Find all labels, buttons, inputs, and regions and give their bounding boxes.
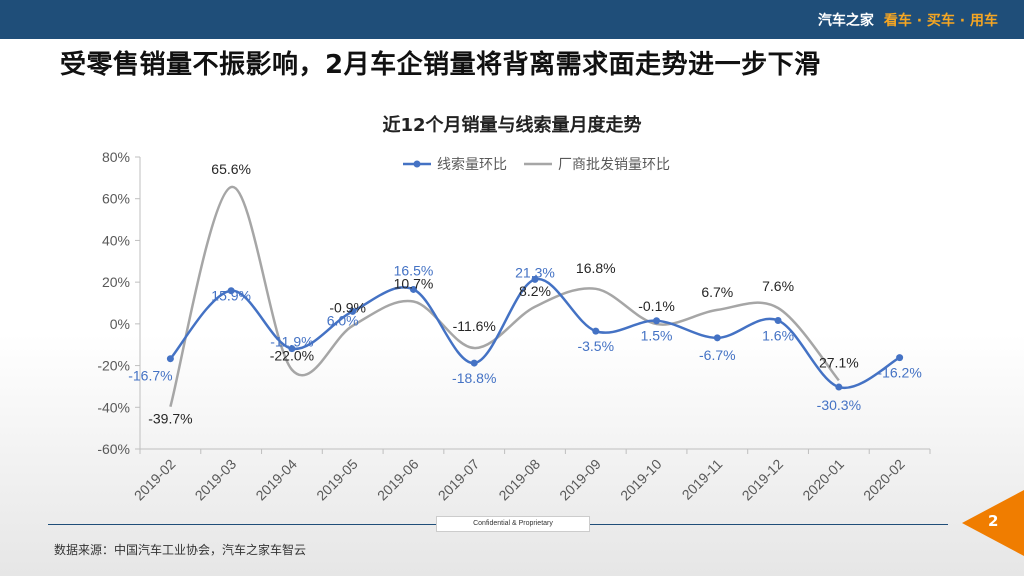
page-number: 2 [988,512,999,530]
y-tick-label: -20% [97,358,130,374]
data-label-leads: 21.3% [515,264,555,280]
data-point-marker [713,334,721,342]
data-source-note: 数据来源：中国汽车工业协会，汽车之家车智云 [54,543,307,557]
data-label-leads: -6.7% [699,347,736,363]
y-tick-label: 60% [102,191,130,207]
x-tick-label: 2019-11 [679,456,726,503]
data-label-wholesale: 6.7% [701,284,733,300]
data-point-marker [288,345,296,353]
brand-slogan: 看车 · 买车 · 用车 [883,13,998,29]
data-label-leads: -11.9% [270,334,313,350]
x-tick-label: 2019-03 [192,456,240,504]
data-label-leads: 6.0% [327,312,359,328]
data-label-wholesale: -0.9% [329,300,366,316]
data-label-leads: -18.8% [452,370,496,386]
line-chart: 80% 60% 40% 20% 0% -20% -40% -60%2019-02 2019-03… [97,149,931,504]
data-point-marker [470,359,478,367]
data-label-wholesale: 27.1% [819,354,859,370]
brand-logo-text: 汽车之家 [817,13,874,29]
data-label-leads: -16.7% [128,368,172,384]
data-label-wholesale: -0.1% [638,298,675,314]
data-label-wholesale: 65.6% [211,161,251,177]
data-point-marker [896,354,904,362]
data-point-marker [774,317,782,325]
data-point-marker [531,275,539,283]
x-tick-label: 2019-05 [313,456,361,504]
x-tick-label: 2019-10 [617,456,665,504]
x-tick-label: 2019-09 [556,456,604,504]
data-label-leads: 16.5% [394,262,434,278]
data-label-wholesale: -22.0% [270,348,314,364]
legend-marker-leads [413,160,421,168]
series-line-wholesale [169,185,840,407]
legend-label-leads: 线索量环比 [437,156,507,172]
data-label-leads: 1.6% [762,328,794,344]
confidential-label: Confidential & Proprietary [436,516,590,532]
header-bar: 汽车之家 看车 · 买车 · 用车 [0,0,1024,39]
data-label-wholesale: 16.8% [576,260,616,276]
x-tick-label: 2019-04 [252,456,300,504]
y-tick-label: 40% [102,232,130,248]
x-tick-label: 2020-02 [860,456,908,504]
data-label-wholesale: -39.7% [148,411,192,427]
x-tick-label: 2020-01 [799,456,847,504]
x-tick-label: 2019-06 [374,456,422,504]
x-tick-label: 2019-08 [495,456,543,504]
data-label-leads: 1.5% [641,328,673,344]
legend-label-wholesale: 厂商批发销量环比 [558,156,670,172]
data-point-marker [409,285,417,293]
brand[interactable]: 汽车之家 看车 · 买车 · 用车 [818,9,998,31]
data-point-marker [653,317,661,325]
x-tick-label: 2019-07 [435,456,483,504]
data-point-marker [166,355,174,363]
data-label-leads: 15.9% [211,288,251,304]
data-point-marker [349,307,357,315]
data-label-leads: -16.2% [877,365,921,381]
data-label-wholesale: 10.7% [394,276,434,292]
slide-headline: 受零售销量不振影响，2月车企销量将背离需求面走势进一步下滑 [60,50,821,80]
y-tick-label: 80% [102,149,130,165]
x-tick-label: 2019-12 [739,456,787,504]
chart-title: 近12个月销量与线索量月度走势 [382,115,642,136]
y-tick-label: -40% [97,399,130,415]
data-label-wholesale: 7.6% [762,278,794,294]
y-tick-label: 0% [110,316,130,332]
y-tick-label: -60% [97,441,130,457]
data-label-leads: -3.5% [577,338,614,354]
data-point-marker [227,287,235,295]
data-label-wholesale: -11.6% [453,318,496,334]
page-corner-triangle [962,490,1024,556]
data-label-leads: -30.3% [817,397,861,413]
x-tick-label: 2019-02 [131,456,179,504]
data-label-wholesale: 8.2% [519,283,551,299]
data-point-marker [835,383,843,391]
y-tick-label: 20% [102,274,130,290]
data-point-marker [592,327,600,335]
